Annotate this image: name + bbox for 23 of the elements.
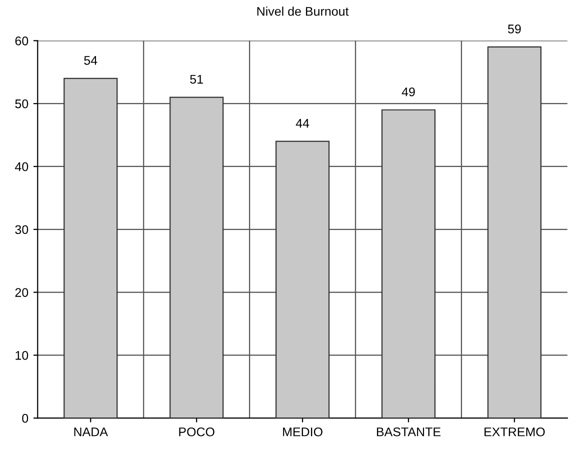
x-tick-label: BASTANTE	[376, 427, 440, 436]
bar	[487, 46, 542, 418]
bar	[381, 109, 436, 418]
y-tick-label: 40	[14, 162, 28, 172]
data-label: 49	[402, 87, 415, 96]
x-tick-label: EXTREMO	[484, 427, 545, 436]
bar	[170, 96, 224, 418]
x-tick-label: MEDIO	[283, 427, 322, 436]
bar	[64, 78, 118, 418]
data-label: 44	[296, 119, 310, 128]
y-tick-label: 0	[22, 414, 28, 423]
y-tick-label: 30	[15, 225, 28, 234]
bar	[275, 140, 330, 418]
y-tick-label: 10	[16, 350, 28, 360]
y-tick-label: 50	[15, 99, 28, 108]
data-label: 59	[508, 24, 521, 34]
y-tick-label: 60	[15, 36, 28, 46]
data-label: 54	[84, 56, 98, 65]
data-label: 51	[190, 74, 203, 84]
chart-title: Nivel de Burnout	[257, 6, 349, 16]
x-tick-label: NADA	[74, 428, 108, 436]
y-tick-label: 20	[15, 288, 28, 297]
x-tick-label: POCO	[179, 427, 214, 436]
